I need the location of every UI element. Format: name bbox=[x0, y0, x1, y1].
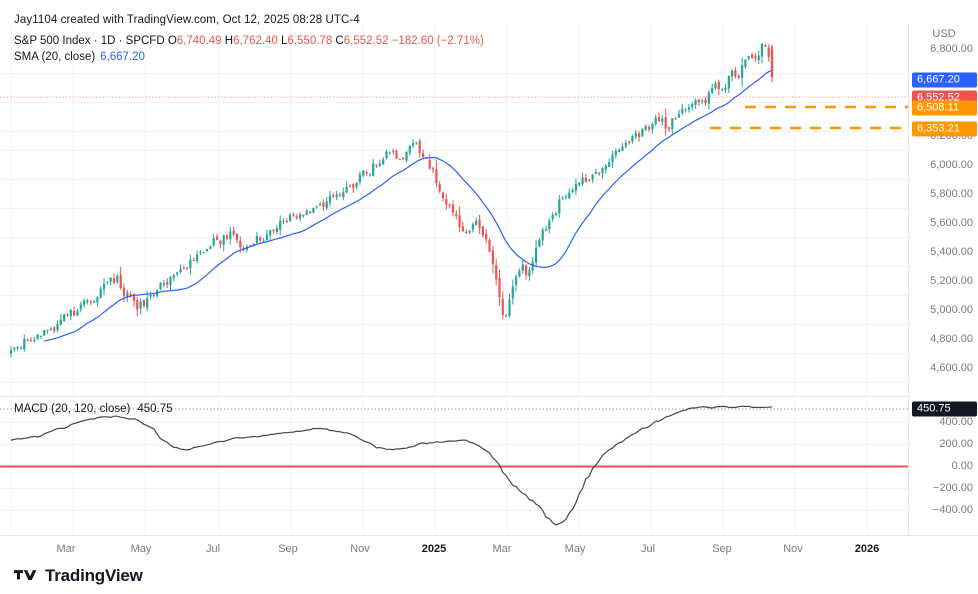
time-tick-4: Nov bbox=[350, 543, 370, 555]
close-value: 6,552.52 bbox=[343, 35, 389, 47]
high-value: 6,762.40 bbox=[233, 35, 278, 47]
time-tick-2: Jul bbox=[205, 543, 221, 555]
price-badge-sma[interactable]: 6,667.20 bbox=[912, 72, 977, 88]
macd-value: 450.75 bbox=[137, 403, 173, 415]
low-label: L bbox=[281, 35, 288, 47]
price-badge-level-lower[interactable]: 6,353.21 bbox=[912, 121, 977, 137]
time-tick-6: Mar bbox=[492, 543, 512, 555]
macd-tick-neg400: −400.00 bbox=[932, 504, 973, 516]
price-tick-6800: 6,800.00 bbox=[930, 43, 973, 55]
time-tick-5: 2025 bbox=[421, 543, 447, 555]
price-tick-4600: 4,600.00 bbox=[930, 362, 973, 374]
chart-legend: S&P 500 Index · 1D · SPCFD O6,740.49 H6,… bbox=[14, 33, 484, 65]
pane-separator[interactable] bbox=[0, 396, 908, 397]
macd-chart-pane[interactable] bbox=[0, 398, 908, 535]
macd-tick-0: 0.00 bbox=[951, 460, 973, 472]
open-label: O bbox=[167, 35, 177, 47]
price-tick-4800: 4,800.00 bbox=[930, 333, 973, 345]
sma-value: 6,667.20 bbox=[100, 51, 145, 63]
time-tick-7: May bbox=[564, 543, 586, 555]
macd-tick-neg200: −200.00 bbox=[932, 482, 973, 494]
macd-label[interactable]: MACD (20, 120, close) bbox=[14, 403, 131, 415]
price-tick-5200: 5,200.00 bbox=[930, 275, 973, 287]
price-chart-pane[interactable] bbox=[0, 24, 908, 395]
tradingview-mark-icon bbox=[14, 570, 37, 580]
price-chart-svg bbox=[0, 24, 908, 395]
time-tick-0: Mar bbox=[56, 543, 76, 555]
price-tick-6000: 6,000.00 bbox=[930, 159, 973, 171]
change-value: −182.60 (−2.71%) bbox=[391, 35, 484, 47]
macd-legend: MACD (20, 120, close) 450.75 bbox=[14, 403, 173, 415]
high-label: H bbox=[224, 35, 234, 47]
attribution-text: Jay1104 created with TradingView.com, Oc… bbox=[14, 14, 360, 26]
candlestick-series bbox=[9, 43, 774, 358]
symbol-label[interactable]: S&P 500 Index · 1D · SPCFD bbox=[14, 35, 165, 47]
macd-chart-svg bbox=[0, 398, 908, 535]
legend-sma-row: SMA (20, close) 6,667.20 bbox=[14, 49, 484, 65]
time-tick-9: Sep bbox=[712, 543, 732, 555]
macd-tick-400: 400.00 bbox=[939, 416, 973, 428]
legend-ohlc-row: S&P 500 Index · 1D · SPCFD O6,740.49 H6,… bbox=[14, 33, 484, 49]
sma-label[interactable]: SMA (20, close) bbox=[14, 51, 96, 63]
tradingview-wordmark: TradingView bbox=[45, 566, 143, 585]
price-badge-level-upper[interactable]: 6,508.11 bbox=[912, 100, 977, 116]
low-value: 6,550.78 bbox=[287, 35, 333, 47]
open-value: 6,740.49 bbox=[176, 35, 222, 47]
macd-line bbox=[10, 405, 773, 526]
price-axis-unit: USD bbox=[932, 28, 956, 40]
price-tick-5800: 5,800.00 bbox=[930, 188, 973, 200]
time-axis[interactable]: Mar May Jul Sep Nov 2025 Mar May Jul Sep… bbox=[0, 535, 978, 562]
time-tick-10: Nov bbox=[783, 543, 803, 555]
time-tick-3: Sep bbox=[278, 543, 298, 555]
close-label: C bbox=[335, 35, 344, 47]
price-tick-5600: 5,600.00 bbox=[930, 217, 973, 229]
price-tick-5000: 5,000.00 bbox=[930, 304, 973, 316]
macd-tick-200: 200.00 bbox=[939, 438, 973, 450]
sma-line bbox=[44, 69, 773, 342]
price-tick-5400: 5,400.00 bbox=[930, 246, 973, 258]
price-axis[interactable]: USD 6,800.00 6,600.00 6,400.00 6,200.00 … bbox=[908, 24, 978, 535]
macd-badge-value[interactable]: 450.75 bbox=[912, 401, 977, 417]
tradingview-logo[interactable]: TradingView bbox=[14, 566, 143, 586]
time-tick-8: Jul bbox=[640, 543, 656, 555]
time-tick-1: May bbox=[130, 543, 152, 555]
time-tick-11: 2026 bbox=[854, 543, 880, 555]
